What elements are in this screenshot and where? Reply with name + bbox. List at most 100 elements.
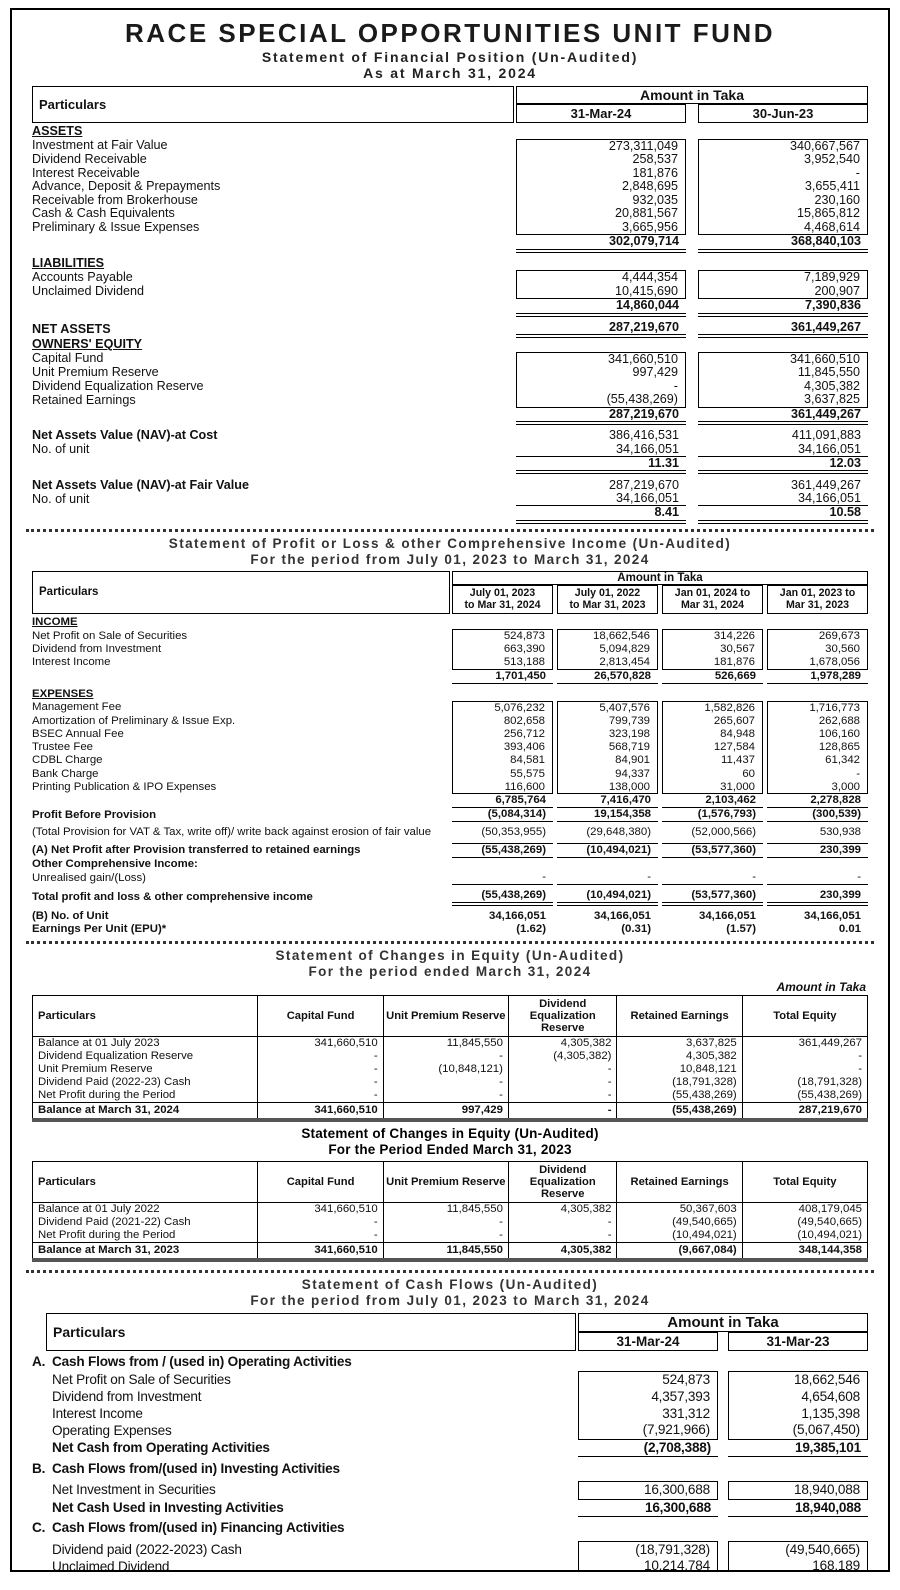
row-label: Dividend paid (2022-2023) Cash [52,1541,242,1557]
value-cells: 55,575 94,337 60- [452,767,868,781]
row-label: LIABILITIES [32,255,105,270]
value-cell: (52,000,566) [691,826,756,839]
value-cells: 341,660,510 341,660,510 [516,351,868,366]
value-cell: 7,189,929 [698,270,868,285]
row-prefix: C. [32,1520,46,1536]
row-label: Interest Receivable [32,165,140,180]
statement-row: 11.31 12.03 [32,456,868,475]
value-cell: 16,300,688 [578,1481,718,1500]
value-cell: 230,399 [767,843,868,858]
value-cell: 1,716,773 [767,700,868,715]
value-cell: - [257,1089,384,1103]
value-cell: (1,576,793) [662,808,763,822]
row-label: Unrealised gain/(Loss) [32,871,146,884]
value-cell: 3,637,825 [616,1036,743,1051]
value-cell: 411,091,883 [791,428,861,443]
value-cell: 11,845,550 [382,1202,509,1217]
column-header-mar24: 31-Mar-24 [516,104,686,123]
column-header: Retained Earnings [616,1161,743,1204]
value-cell: 341,660,510 [257,1202,384,1217]
financial-position-header: Particulars Amount in Taka 31-Mar-24 30-… [32,86,868,123]
value-cell: 106,160 [767,727,868,741]
value-cell: 4,305,382 [698,379,868,394]
table-row: Balance at March 31, 2024 341,660,510 997,… [31,1102,869,1121]
statement-row: Net Cash Used in Investing Activities 16,… [32,1500,868,1518]
row-label: Interest Income [32,656,111,669]
value-cells: 3,665,956 4,468,614 [516,220,868,236]
statement-row: Operating Expenses (7,921,966) (5,067,450) [32,1422,868,1440]
statement-row: C. Cash Flows from/(used in) Financing Ac… [32,1520,868,1537]
statement-row: Retained Earnings (55,438,269) 3,637,825 [32,392,868,408]
value-cell: 5,407,576 [557,700,658,715]
value-cell: 262,688 [767,714,868,728]
value-cell: 2,278,828 [767,794,868,809]
value-cell: 287,219,670 [516,320,686,338]
row-label: Net Profit on Sale of Securities [52,1371,231,1387]
value-cell: 663,390 [452,642,553,656]
value-cell: (4,305,382) [507,1050,618,1064]
value-cell: 265,607 [662,714,763,728]
row-label: Net Assets Value (NAV)-at Fair Value [32,477,249,492]
value-cells: 287,219,670 361,449,267 [516,407,868,425]
value-cells: 331,312 1,135,398 [578,1405,868,1423]
value-cells: 258,537 3,952,540 [516,153,868,167]
column-header-jun23: 30-Jun-23 [698,104,868,123]
statement-row: Unclaimed Dividend 10,214,784 168,189 [32,1558,868,1570]
row-label [32,235,516,252]
column-header-period4: Jan 01, 2023 to Mar 31, 2023 [767,584,868,614]
value-cell: 181,876 [516,166,686,181]
value-cell: - [257,1050,384,1064]
value-cell: - [507,1216,618,1230]
value-cells: 802,658 799,739 265,607 262,688 [452,714,868,728]
column-header: Particulars [31,995,259,1038]
value-cells: (50,353,955) (29,648,380) (52,000,566) 530,… [452,826,868,839]
value-cell: 230,160 [698,193,868,208]
value-cell: - [741,1050,869,1064]
statement-row: Net Assets Value (NAV)-at Fair Value 287,… [32,478,868,492]
value-cell: (55,438,269) [741,1089,869,1103]
value-cell: (55,438,269) [616,1089,743,1103]
value-cell: 256,712 [452,727,553,741]
value-cell: 34,166,051 [803,909,861,922]
value-cell: 34,166,051 [516,491,686,507]
row-label: OWNERS' EQUITY [32,337,143,352]
column-header-period3: Jan 01, 2024 to Mar 31, 2024 [662,584,763,614]
statement-row: Dividend Receivable 258,537 3,952,540 [32,153,868,167]
value-cell: (2,708,388) [578,1440,718,1458]
value-cell: 526,669 [662,670,763,684]
row-label: No. of unit [32,442,90,457]
row-label: Receivable from Brokerhouse [32,192,198,207]
value-cell: 34,166,051 [488,909,546,922]
table-row: Dividend Equalization Reserve - - (4,305,38… [31,1050,869,1064]
value-cell: 200,907 [698,284,868,300]
value-cell: - [507,1089,618,1103]
value-cell: - [698,166,868,181]
statement-row: Investment at Fair Value 273,311,049 340,6… [32,138,868,153]
value-cells: 11.31 12.03 [516,456,868,475]
value-cell: (55,438,269) [616,1102,743,1121]
value-cell: (0.31) [621,923,651,936]
value-cell: - [257,1229,384,1243]
cash-flow-table: A. Cash Flows from / (used in) Operating … [32,1354,868,1570]
value-cell: 341,660,510 [257,1242,384,1261]
row-prefix: A. [32,1354,46,1370]
value-cell: (10,494,021) [616,1229,743,1243]
value-cell: - [257,1063,384,1077]
value-cell: - [507,1076,618,1090]
value-cell: 341,660,510 [516,351,686,366]
value-cell: 1,678,056 [767,655,868,670]
value-cells: 10,415,690 200,907 [516,284,868,300]
value-cell: 287,219,670 [741,1102,869,1121]
value-cells: 524,873 18,662,546 314,226 269,673 [452,629,868,643]
value-cells: 34,166,051 34,166,051 34,166,051 34,166,051 [452,910,868,923]
row-label: (B) No. of Unit [32,909,109,922]
statement-row: 14,860,044 7,390,836 [32,298,868,317]
value-cell: - [507,1102,618,1121]
value-cells: 16,300,688 18,940,088 [578,1481,868,1500]
value-cells: 287,219,670 361,449,267 [516,320,868,338]
column-header: Total Equity [741,1161,869,1204]
value-cell: - [257,1216,384,1230]
value-cell: 340,667,567 [698,138,868,153]
amount-header-block: Amount in Taka July 01, 2023 to Mar 31, … [452,570,868,614]
value-cell: 230,399 [767,889,868,906]
